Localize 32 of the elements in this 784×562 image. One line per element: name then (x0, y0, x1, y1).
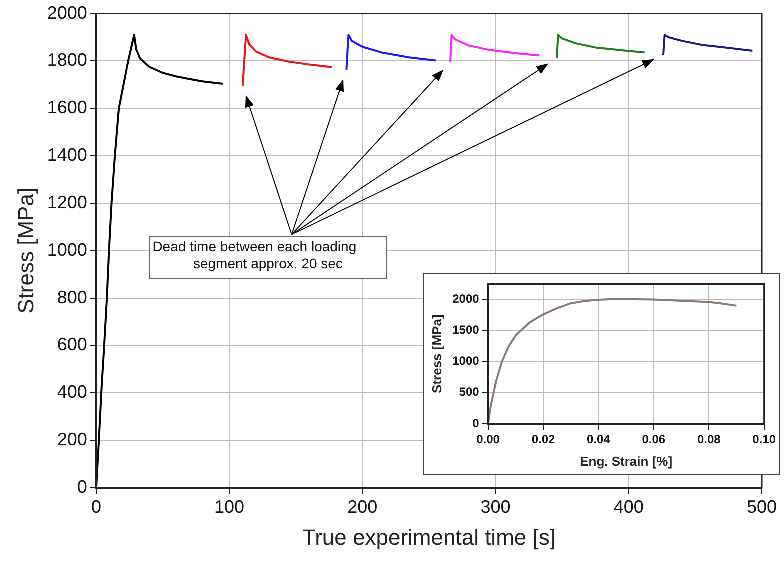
annotation: Dead time between each loading segment approx. 20 sec (152, 238, 357, 272)
x-axis-title: True experimental time [s] (302, 524, 556, 550)
y-tick-label: 0 (77, 476, 88, 497)
x-tick-label: 0.10 (752, 432, 776, 447)
y-tick-label: 600 (57, 334, 88, 355)
y-axis-title: Stress [MPa] (429, 314, 444, 394)
x-tick-label: 200 (348, 496, 378, 517)
x-tick-label: 0.08 (697, 432, 722, 447)
y-tick-label: 500 (459, 385, 480, 400)
x-axis-title: Eng. Strain [%] (580, 454, 673, 469)
y-tick-label: 400 (57, 382, 88, 402)
x-tick-label: 0.00 (476, 432, 500, 447)
x-tick-label: 0 (91, 496, 102, 517)
y-tick-label: 0 (472, 416, 480, 430)
x-tick-label: 500 (746, 496, 778, 517)
y-tick-label: 1500 (452, 323, 480, 338)
y-tick-label: 1200 (47, 192, 88, 212)
y-tick-label: 1600 (47, 98, 88, 118)
y-axis-title: Stress [MPa] (13, 188, 38, 314)
x-tick-label: 0.06 (642, 432, 666, 447)
x-tick-label: 400 (614, 496, 644, 517)
x-tick-label: 300 (480, 496, 511, 517)
y-tick-label: 2000 (452, 292, 480, 306)
y-tick-label: 1000 (452, 354, 480, 368)
y-tick-label: 800 (57, 287, 88, 308)
x-tick-label: 0.02 (532, 432, 556, 447)
y-tick-label: 1000 (47, 240, 88, 260)
y-tick-label: 1400 (47, 145, 88, 166)
x-tick-label: 0.04 (587, 432, 611, 447)
x-tick-label: 100 (214, 496, 245, 517)
y-tick-label: 1800 (47, 50, 88, 70)
y-tick-label: 2000 (47, 2, 88, 23)
